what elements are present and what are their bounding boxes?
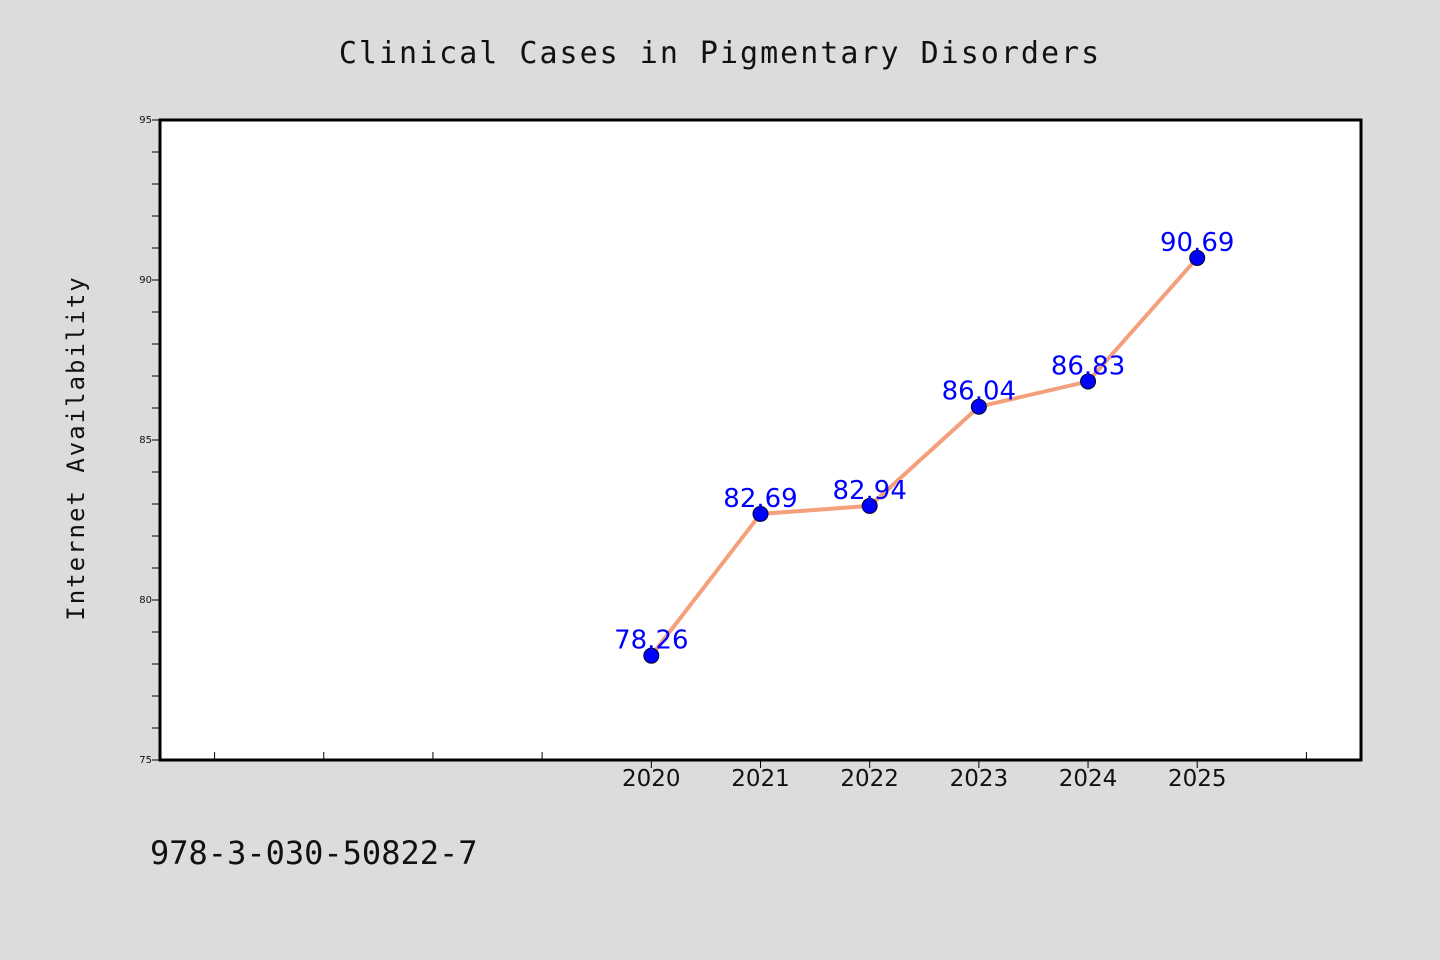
x-tick-label: 2023: [950, 766, 1009, 792]
data-label: 78.26: [614, 626, 688, 656]
y-axis-label: Internet Availability: [62, 275, 90, 620]
x-tick-label: 2022: [840, 766, 899, 792]
chart-title: Clinical Cases in Pigmentary Disorders: [339, 36, 1101, 71]
data-point-marker: [752, 505, 769, 522]
series-line: [649, 255, 1200, 658]
x-tick-label: 2020: [622, 766, 681, 792]
data-point-marker: [643, 647, 660, 664]
data-label: 86.83: [1051, 351, 1125, 381]
y-tick-label: 90: [139, 275, 152, 286]
x-tick-label: 2024: [1059, 766, 1118, 792]
y-tick-label: 75: [139, 755, 152, 766]
isbn-text: 978-3-030-50822-7: [150, 834, 478, 872]
data-label: 82.69: [723, 484, 797, 514]
data-label: 86.04: [942, 377, 1016, 407]
data-point-marker: [970, 398, 987, 415]
plot-frame: [158, 118, 1363, 762]
data-point-marker: [1189, 249, 1206, 266]
data-point-marker: [861, 497, 878, 514]
plot-area: [160, 120, 1361, 760]
data-label: 82.94: [832, 476, 906, 506]
x-tick-label: 2021: [731, 766, 790, 792]
y-tick-label: 85: [139, 435, 152, 446]
y-tick-label: 80: [139, 595, 152, 606]
x-tick-label: 2025: [1168, 766, 1227, 792]
data-point-marker: [1080, 373, 1097, 390]
data-label: 90.69: [1160, 228, 1234, 258]
y-tick-label: 95: [139, 115, 152, 126]
